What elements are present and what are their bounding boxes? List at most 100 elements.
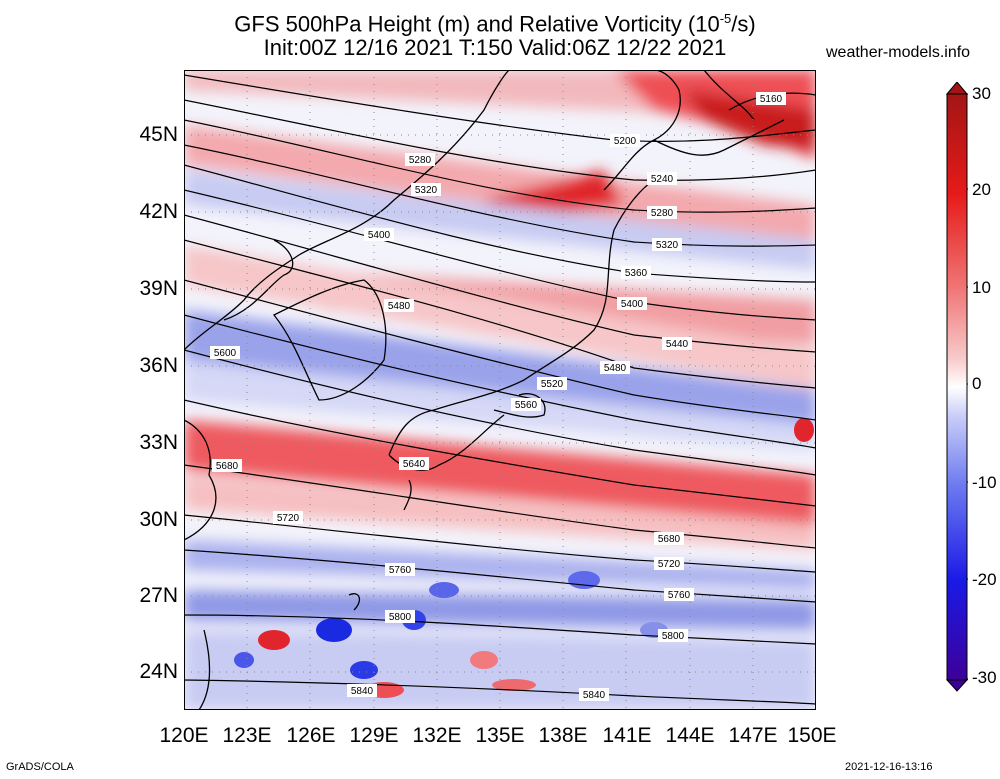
- contour-label-text: 5640: [403, 459, 426, 470]
- vort-band: [184, 310, 816, 425]
- contour-5480: [184, 239, 816, 389]
- contour-5520: [184, 279, 816, 421]
- title-line-1: GFS 500hPa Height (m) and Relative Vorti…: [110, 6, 880, 37]
- title-unit: /s): [731, 11, 756, 37]
- colorbar-label: 20: [972, 180, 991, 199]
- lon-label: 147E: [728, 724, 778, 747]
- contour-label: 5680: [212, 459, 242, 472]
- contour-5840: [184, 679, 816, 705]
- height-contours: [184, 74, 816, 705]
- contour-5560: [184, 314, 816, 449]
- lat-label: 33N: [139, 431, 178, 454]
- colorbar-label: 0: [972, 374, 982, 393]
- contour-label-text: 5800: [662, 631, 685, 642]
- contour-label: 5280: [647, 206, 677, 219]
- timestamp-label: 2021-12-16-13:16: [845, 761, 933, 773]
- contour-5360: [184, 164, 816, 283]
- lon-label: 138E: [538, 724, 588, 747]
- contour-label: 5280: [405, 153, 435, 166]
- vorticity-map: 5160 5200 5240 5280 5280 5320 5320 5360 …: [184, 70, 816, 710]
- vort-band: [184, 630, 816, 710]
- site-label: weather-models.info: [826, 44, 971, 61]
- lat-label: 39N: [139, 277, 178, 300]
- contour-label-text: 5760: [389, 565, 412, 576]
- colorbar-top-arrow: [946, 82, 968, 95]
- colorbar-ticks: [967, 93, 968, 680]
- coastline: [184, 419, 217, 541]
- contour-label-text: 5840: [351, 686, 374, 697]
- map-frame: [184, 70, 816, 710]
- colorbar-label: 30: [972, 84, 991, 103]
- contour-label-text: 5840: [583, 690, 606, 701]
- contour-label: 5640: [399, 457, 429, 470]
- contour-5320: [184, 144, 816, 247]
- lon-label: 150E: [787, 724, 837, 747]
- coastline: [348, 593, 361, 611]
- contour-label-text: 5760: [668, 590, 691, 601]
- colorbar-label: -10: [972, 473, 997, 492]
- contour-label: 5520: [537, 377, 567, 390]
- lon-label: 141E: [602, 724, 652, 747]
- contour-label-text: 5400: [621, 299, 644, 310]
- lat-label: 45N: [139, 123, 178, 146]
- lat-label: 27N: [139, 584, 178, 607]
- vort-band: [184, 540, 816, 590]
- contour-label-text: 5560: [515, 400, 538, 411]
- contour-label: 5440: [662, 337, 692, 350]
- coastline: [223, 239, 294, 321]
- contour-label-text: 5720: [277, 513, 300, 524]
- lon-label: 126E: [286, 724, 336, 747]
- contour-label: 5840: [579, 688, 609, 701]
- vort-band: [184, 475, 816, 550]
- contour-label: 5320: [652, 238, 682, 251]
- colorbar-label: -20: [972, 570, 997, 589]
- title-exponent: -5: [719, 11, 732, 26]
- contour-label-text: 5400: [368, 230, 391, 241]
- coastline: [603, 70, 681, 191]
- coastline: [198, 629, 211, 710]
- contour-label: 5800: [385, 610, 415, 623]
- title-line-2: Init:00Z 12/16 2021 T:150 Valid:06Z 12/2…: [263, 35, 727, 60]
- contour-label-text: 5280: [651, 208, 674, 219]
- contour-5720: [184, 514, 816, 573]
- lat-label: 36N: [139, 354, 178, 377]
- contour-5640: [184, 399, 816, 507]
- contour-label-text: 5720: [658, 559, 681, 570]
- contour-5680: [184, 464, 816, 549]
- coastline: [493, 393, 546, 418]
- lon-label: 132E: [412, 724, 462, 747]
- colorbar-label: 10: [972, 278, 991, 297]
- lat-label: 42N: [139, 200, 178, 223]
- lon-label: 123E: [222, 724, 272, 747]
- contour-label: 5760: [385, 563, 415, 576]
- contour-label-text: 5280: [409, 155, 432, 166]
- colorbar-bottom-arrow: [946, 679, 968, 692]
- contour-label-text: 5600: [214, 348, 237, 359]
- contour-label: 5160: [756, 92, 786, 105]
- contour-5400: [184, 189, 816, 321]
- contour-label: 5320: [411, 183, 441, 196]
- contour-label: 5600: [210, 346, 240, 359]
- graticule: [184, 70, 816, 710]
- contour-label-text: 5520: [541, 379, 564, 390]
- contour-5440: [184, 214, 816, 353]
- vort-band: [184, 420, 816, 525]
- contour-label-text: 5680: [658, 534, 681, 545]
- contour-label-text: 5680: [216, 461, 239, 472]
- lon-label: 129E: [349, 724, 399, 747]
- contour-label: 5800: [658, 629, 688, 642]
- coastline: [272, 279, 387, 401]
- colorbar-gradient: [946, 93, 968, 681]
- contour-label: 5360: [621, 266, 651, 279]
- contour-label-text: 5440: [666, 339, 689, 350]
- contour-label: 5200: [610, 134, 640, 147]
- contour-5800: [184, 614, 816, 645]
- colorbar-label: -30: [972, 668, 997, 687]
- contour-label: 5680: [654, 532, 684, 545]
- contour-label-text: 5240: [651, 174, 674, 185]
- vort-band: [184, 360, 816, 450]
- coastline: [403, 479, 412, 511]
- contour-label-text: 5360: [625, 268, 648, 279]
- contour-label-text: 5200: [614, 136, 637, 147]
